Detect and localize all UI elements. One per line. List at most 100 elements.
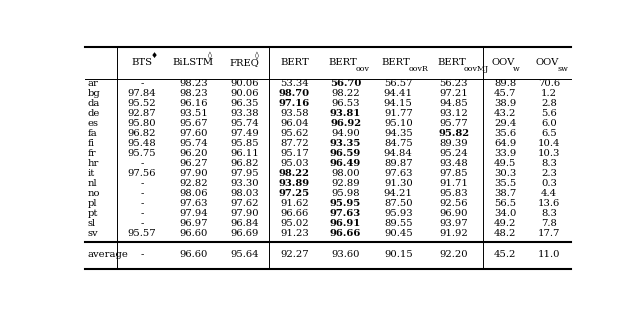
Text: 96.84: 96.84 <box>230 219 259 228</box>
Text: 95.85: 95.85 <box>230 139 259 148</box>
Text: 92.56: 92.56 <box>440 199 468 208</box>
Text: 35.5: 35.5 <box>494 179 516 188</box>
Text: -: - <box>140 219 144 228</box>
Text: ◊: ◊ <box>208 52 212 60</box>
Text: 56.70: 56.70 <box>330 79 361 88</box>
Text: 38.7: 38.7 <box>494 189 516 198</box>
Text: it: it <box>88 169 95 178</box>
Text: sv: sv <box>88 229 98 238</box>
Text: 95.98: 95.98 <box>332 189 360 198</box>
Text: 94.90: 94.90 <box>331 129 360 138</box>
Text: 4.4: 4.4 <box>541 189 557 198</box>
Text: BiLSTM: BiLSTM <box>173 58 214 67</box>
Text: 70.6: 70.6 <box>538 79 560 88</box>
Text: 5.6: 5.6 <box>541 109 557 118</box>
Text: pt: pt <box>88 209 98 218</box>
Text: 87.50: 87.50 <box>384 199 413 208</box>
Text: 96.11: 96.11 <box>230 149 259 158</box>
Text: average: average <box>88 250 128 259</box>
Text: 98.22: 98.22 <box>332 89 360 98</box>
Text: 97.63: 97.63 <box>384 169 413 178</box>
Text: 90.06: 90.06 <box>230 79 259 88</box>
Text: 96.35: 96.35 <box>230 99 259 108</box>
Text: 96.04: 96.04 <box>280 119 308 128</box>
Text: 95.74: 95.74 <box>230 119 259 128</box>
Text: 2.8: 2.8 <box>541 99 557 108</box>
Text: 95.77: 95.77 <box>440 119 468 128</box>
Text: 98.00: 98.00 <box>332 169 360 178</box>
Text: BTS: BTS <box>132 58 152 67</box>
Text: 93.38: 93.38 <box>230 109 259 118</box>
Text: 94.41: 94.41 <box>384 89 413 98</box>
Text: 92.82: 92.82 <box>179 179 207 188</box>
Text: -: - <box>140 179 144 188</box>
Text: 95.80: 95.80 <box>128 119 156 128</box>
Text: 1.2: 1.2 <box>541 89 557 98</box>
Text: BERT: BERT <box>280 58 308 67</box>
Text: 92.20: 92.20 <box>440 250 468 259</box>
Text: 7.8: 7.8 <box>541 219 557 228</box>
Text: 49.5: 49.5 <box>494 159 516 168</box>
Text: 89.87: 89.87 <box>384 159 413 168</box>
Text: 91.62: 91.62 <box>280 199 308 208</box>
Text: 93.12: 93.12 <box>440 109 468 118</box>
Text: 95.02: 95.02 <box>280 219 308 228</box>
Text: FREQ: FREQ <box>230 58 259 67</box>
Text: 45.7: 45.7 <box>494 89 516 98</box>
Text: 97.56: 97.56 <box>128 169 156 178</box>
Text: 97.63: 97.63 <box>330 209 361 218</box>
Text: 95.62: 95.62 <box>280 129 308 138</box>
Text: 90.06: 90.06 <box>230 89 259 98</box>
Text: 94.21: 94.21 <box>384 189 413 198</box>
Text: 10.4: 10.4 <box>538 139 561 148</box>
Text: 95.93: 95.93 <box>384 209 413 218</box>
Text: 94.15: 94.15 <box>384 99 413 108</box>
Text: 95.03: 95.03 <box>280 159 308 168</box>
Text: 95.83: 95.83 <box>440 189 468 198</box>
Text: -: - <box>140 199 144 208</box>
Text: 92.89: 92.89 <box>332 179 360 188</box>
Text: sw: sw <box>557 65 568 73</box>
Text: 93.81: 93.81 <box>330 109 361 118</box>
Text: 56.23: 56.23 <box>440 79 468 88</box>
Text: 91.71: 91.71 <box>440 179 468 188</box>
Text: 8.3: 8.3 <box>541 159 557 168</box>
Text: 98.70: 98.70 <box>279 89 310 98</box>
Text: ar: ar <box>88 79 99 88</box>
Text: 56.5: 56.5 <box>494 199 516 208</box>
Text: 97.16: 97.16 <box>278 99 310 108</box>
Text: 53.34: 53.34 <box>280 79 308 88</box>
Text: 94.85: 94.85 <box>440 99 468 108</box>
Text: BERT: BERT <box>381 58 410 67</box>
Text: es: es <box>88 119 99 128</box>
Text: 33.9: 33.9 <box>494 149 516 158</box>
Text: 95.75: 95.75 <box>128 149 156 158</box>
Text: 48.2: 48.2 <box>494 229 516 238</box>
Text: 8.3: 8.3 <box>541 209 557 218</box>
Text: 56.57: 56.57 <box>384 79 413 88</box>
Text: 93.89: 93.89 <box>279 179 310 188</box>
Text: BERT: BERT <box>437 58 466 67</box>
Text: 97.21: 97.21 <box>440 89 468 98</box>
Text: 92.27: 92.27 <box>280 250 308 259</box>
Text: sl: sl <box>88 219 95 228</box>
Text: 89.8: 89.8 <box>494 79 516 88</box>
Text: 96.59: 96.59 <box>330 149 361 158</box>
Text: 96.90: 96.90 <box>440 209 468 218</box>
Text: 96.66: 96.66 <box>330 229 361 238</box>
Text: 93.58: 93.58 <box>280 109 308 118</box>
Text: 96.97: 96.97 <box>179 219 207 228</box>
Text: 96.20: 96.20 <box>179 149 207 158</box>
Text: 96.53: 96.53 <box>332 99 360 108</box>
Text: -: - <box>140 79 144 88</box>
Text: 90.15: 90.15 <box>384 250 413 259</box>
Text: 93.35: 93.35 <box>330 139 361 148</box>
Text: 6.0: 6.0 <box>541 119 557 128</box>
Text: 93.30: 93.30 <box>230 179 259 188</box>
Text: fr: fr <box>88 149 96 158</box>
Text: 96.82: 96.82 <box>230 159 259 168</box>
Text: 13.6: 13.6 <box>538 199 560 208</box>
Text: 95.57: 95.57 <box>128 229 156 238</box>
Text: 95.17: 95.17 <box>280 149 308 158</box>
Text: fi: fi <box>88 139 95 148</box>
